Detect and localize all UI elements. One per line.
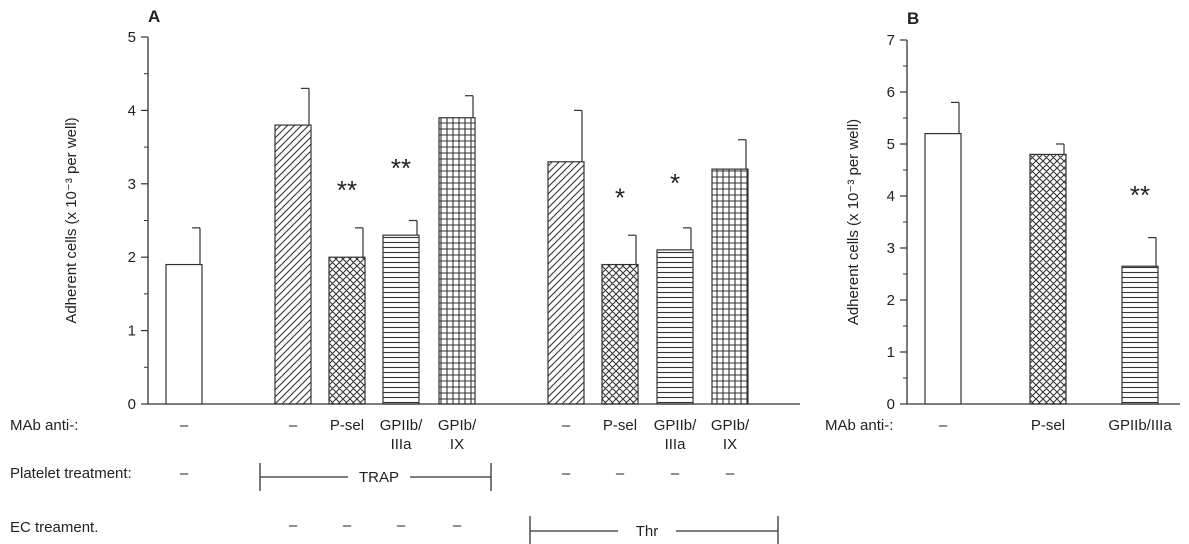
y-axis-label: Adherent cells (x 10⁻³ per well) bbox=[845, 119, 862, 325]
thr-group-label: Thr bbox=[636, 523, 659, 540]
bar bbox=[438, 117, 476, 405]
y-tick-label: 4 bbox=[128, 102, 136, 119]
bar bbox=[274, 124, 312, 405]
y-tick-label: 1 bbox=[128, 323, 136, 340]
significance-mark: ** bbox=[391, 153, 411, 183]
category-label: GPIIb/IIIa bbox=[1108, 417, 1172, 434]
y-tick-label: 0 bbox=[887, 396, 895, 413]
ec-dash: – bbox=[343, 517, 352, 534]
mab-row-label: MAb anti-: bbox=[10, 417, 78, 434]
y-tick-label: 3 bbox=[128, 176, 136, 193]
platelet-row-label: Platelet treatment: bbox=[10, 465, 132, 482]
platelet-dash: – bbox=[562, 465, 571, 482]
category-label: IIIa bbox=[391, 436, 413, 453]
y-tick-label: 2 bbox=[128, 249, 136, 266]
bar bbox=[328, 256, 366, 405]
ec-dash: – bbox=[397, 517, 406, 534]
significance-mark: ** bbox=[1130, 180, 1150, 210]
category-label: P-sel bbox=[330, 417, 364, 434]
category-label: GPIb/ bbox=[711, 417, 750, 434]
category-label: – bbox=[180, 417, 189, 434]
category-label: IX bbox=[723, 436, 737, 453]
ec-row-label: EC treament. bbox=[10, 519, 98, 536]
category-label: P-sel bbox=[603, 417, 637, 434]
ec-dash: – bbox=[453, 517, 462, 534]
bar bbox=[382, 234, 420, 405]
category-label: IIIa bbox=[665, 436, 687, 453]
y-tick-label: 5 bbox=[887, 136, 895, 153]
trap-group-label: TRAP bbox=[359, 469, 399, 486]
bar bbox=[924, 133, 962, 405]
panel-b: 0 1 2 3 4 5 6 7 Adherent cells (x 10⁻³ per well)… bbox=[825, 9, 1180, 434]
panel-letter: A bbox=[148, 7, 160, 26]
category-label: P-sel bbox=[1031, 417, 1065, 434]
platelet-dash: – bbox=[180, 465, 189, 482]
category-label: – bbox=[562, 417, 571, 434]
significance-mark: * bbox=[615, 183, 625, 213]
category-label: IX bbox=[450, 436, 464, 453]
category-label: GPIIb/ bbox=[380, 417, 423, 434]
platelet-dash: – bbox=[671, 465, 680, 482]
y-tick-label: 3 bbox=[887, 240, 895, 257]
y-tick-label: 4 bbox=[887, 188, 895, 205]
y-tick-label: 0 bbox=[128, 396, 136, 413]
category-label: GPIIb/ bbox=[654, 417, 697, 434]
bar bbox=[656, 249, 694, 405]
bar bbox=[165, 263, 203, 405]
bar bbox=[547, 161, 585, 405]
y-tick-label: 5 bbox=[128, 29, 136, 46]
y-axis-label: Adherent cells (x 10⁻³ per well) bbox=[63, 117, 80, 323]
mab-row-label: MAb anti-: bbox=[825, 417, 893, 434]
significance-mark: * bbox=[670, 168, 680, 198]
panel-letter: B bbox=[907, 9, 919, 28]
y-tick-label: 7 bbox=[887, 32, 895, 49]
platelet-dash: – bbox=[616, 465, 625, 482]
ec-dash: – bbox=[289, 517, 298, 534]
bar bbox=[1121, 265, 1159, 405]
y-tick-label: 2 bbox=[887, 292, 895, 309]
bar bbox=[601, 263, 639, 405]
category-label: GPIb/ bbox=[438, 417, 477, 434]
category-label: – bbox=[939, 417, 948, 434]
platelet-dash: – bbox=[726, 465, 735, 482]
panel-a: 0 1 2 3 4 5 Adherent cells (x 10⁻³ per well) A –… bbox=[10, 7, 800, 544]
bar bbox=[711, 168, 749, 405]
y-tick-label: 6 bbox=[887, 84, 895, 101]
category-label: – bbox=[289, 417, 298, 434]
bar bbox=[1029, 153, 1067, 405]
significance-mark: ** bbox=[337, 175, 357, 205]
y-tick-label: 1 bbox=[887, 344, 895, 361]
